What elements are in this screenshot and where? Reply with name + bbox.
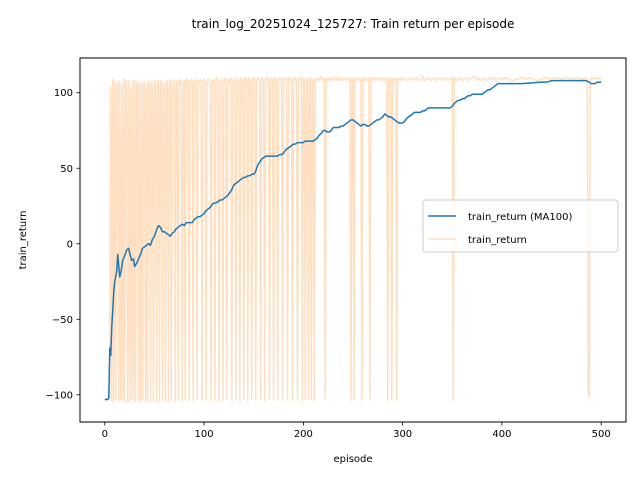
chart-title: train_log_20251024_125727: Train return … <box>192 17 515 31</box>
ticks-layer: 0 100 200 300 400 500 −100 −50 0 50 100 <box>46 88 611 440</box>
y-tick-label: −100 <box>46 390 73 401</box>
x-tick-label: 200 <box>294 429 313 440</box>
y-tick-label: 0 <box>67 239 73 250</box>
x-tick-label: 100 <box>195 429 214 440</box>
series-line-train-return-ma100 <box>104 79 602 401</box>
legend-label-train-return: train_return <box>468 235 527 246</box>
legend-box <box>422 199 619 253</box>
x-tick-label: 500 <box>592 429 611 440</box>
y-tick-label: 100 <box>54 88 73 99</box>
x-tick-label: 0 <box>102 429 108 440</box>
series-line-train-return <box>104 75 602 404</box>
x-tick-label: 400 <box>492 429 511 440</box>
series-layer <box>104 75 602 404</box>
y-tick-label: 50 <box>60 164 73 175</box>
y-tick-label: −50 <box>52 315 73 326</box>
plot-frame <box>79 57 627 423</box>
y-axis-title: train_return <box>18 211 29 270</box>
legend-label-train-return-ma100: train_return (MA100) <box>468 212 572 223</box>
x-tick-label: 300 <box>393 429 412 440</box>
x-axis-title: episode <box>333 454 372 465</box>
legend: train_return (MA100) train_return <box>422 199 619 253</box>
